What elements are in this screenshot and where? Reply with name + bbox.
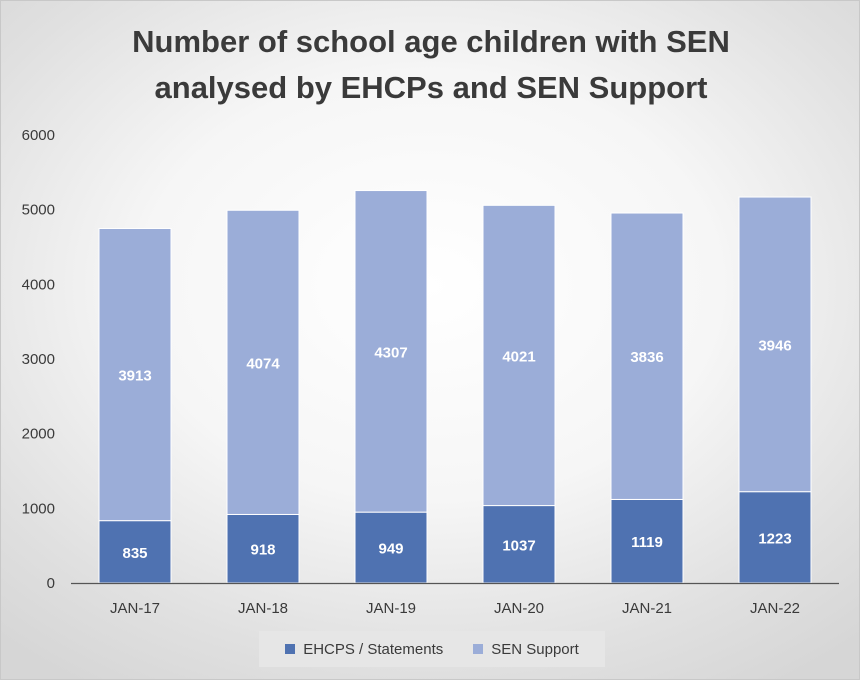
bar-sen-support xyxy=(738,196,812,493)
legend-swatch-ehcps xyxy=(285,644,296,654)
bar-sen-support xyxy=(98,227,172,522)
legend-item-sen-support: SEN Support xyxy=(473,641,579,658)
bar-ehcps xyxy=(738,491,812,584)
data-label: 918 xyxy=(250,542,275,559)
chart-title-line-1: Number of school age children with SEN xyxy=(132,24,730,59)
x-tick-label: JAN-21 xyxy=(622,600,672,617)
data-label: 835 xyxy=(122,545,147,562)
y-tick-label: 4000 xyxy=(22,276,55,293)
bar-sen-support xyxy=(482,204,556,507)
data-label: 4074 xyxy=(246,355,280,372)
legend-label-sen-support: SEN Support xyxy=(491,640,579,658)
bar-ehcps xyxy=(354,511,428,584)
legend: EHCPS / Statements SEN Support xyxy=(259,631,605,667)
y-tick-label: 6000 xyxy=(22,127,55,144)
x-axis: JAN-17 JAN-18 JAN-19 JAN-20 JAN-21 JAN-22 xyxy=(110,600,800,617)
y-tick-label: 1000 xyxy=(22,500,55,517)
data-label: 949 xyxy=(378,541,403,558)
x-tick-label: JAN-18 xyxy=(238,600,288,617)
y-tick-label: 5000 xyxy=(22,202,55,219)
bar-ehcps xyxy=(482,505,556,584)
bars: 835 3913 918 4074 949 4307 1037 4021 1119 3836 122… xyxy=(98,190,812,584)
data-label: 3836 xyxy=(630,349,663,366)
chart-title: Number of school age children with SEN a… xyxy=(1,19,860,111)
y-axis: 0 1000 2000 3000 4000 5000 6000 xyxy=(22,127,55,592)
chart-title-line-2: analysed by EHCPs and SEN Support xyxy=(154,70,708,105)
data-label: 4307 xyxy=(374,344,407,361)
data-label: 1223 xyxy=(758,530,791,547)
y-tick-label: 2000 xyxy=(22,426,55,443)
legend-item-ehcps: EHCPS / Statements xyxy=(285,641,443,658)
data-label: 1119 xyxy=(631,534,663,551)
x-tick-label: JAN-19 xyxy=(366,600,416,617)
data-label: 4021 xyxy=(502,348,535,365)
y-tick-label: 0 xyxy=(47,575,55,592)
bar-sen-support xyxy=(354,190,428,513)
x-tick-label: JAN-20 xyxy=(494,600,544,617)
legend-swatch-sen-support xyxy=(473,644,484,654)
x-tick-label: JAN-22 xyxy=(750,600,800,617)
x-tick-label: JAN-17 xyxy=(110,600,160,617)
bar-sen-support xyxy=(610,212,684,500)
legend-label-ehcps: EHCPS / Statements xyxy=(303,640,444,658)
bar-ehcps xyxy=(226,513,300,584)
bar-sen-support xyxy=(226,209,300,515)
data-label: 1037 xyxy=(502,537,535,554)
data-label: 3946 xyxy=(758,337,791,354)
data-label: 3913 xyxy=(118,368,151,385)
y-tick-label: 3000 xyxy=(22,351,55,368)
